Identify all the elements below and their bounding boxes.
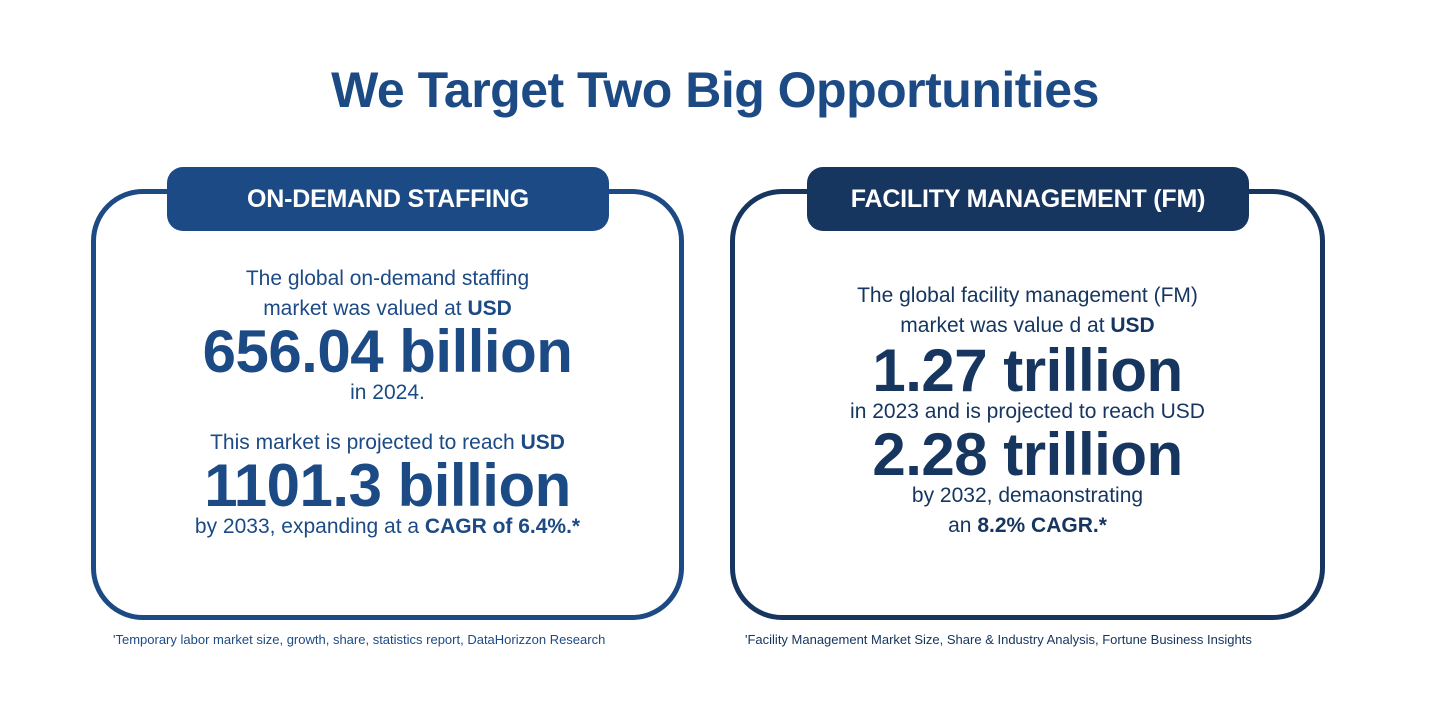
projected-market-value: 1101.3 billion bbox=[204, 452, 571, 519]
on-demand-staffing-card bbox=[91, 189, 684, 620]
projection-cagr-text: an bbox=[948, 514, 978, 537]
projected-market-value: 2.28 trillion bbox=[872, 421, 1183, 488]
projection-cagr-line: an 8.2% CAGR.* bbox=[735, 511, 1320, 541]
facility-management-card bbox=[730, 189, 1325, 620]
page-title: We Target Two Big Opportunities bbox=[331, 62, 1099, 118]
intro-line-1: The global facility management (FM) bbox=[857, 284, 1198, 307]
intro-line-2-text: market was valued at bbox=[263, 297, 468, 320]
intro-line-1: The global on-demand staffing bbox=[245, 267, 530, 290]
projection-line: This market is projected to reach USD bbox=[96, 428, 679, 458]
projection-text: This market is projected to reach bbox=[210, 431, 521, 454]
intro-line-2: market was valued at USD bbox=[96, 294, 679, 324]
on-demand-staffing-body: The global on-demand staffing market was… bbox=[96, 264, 679, 542]
intro-line-2-currency: USD bbox=[467, 297, 512, 320]
intro-line-2: market was value d at USD bbox=[735, 311, 1320, 341]
current-market-value: 656.04 billion bbox=[202, 318, 573, 385]
on-demand-staffing-footnote: 'Temporary labor market size, growth, sh… bbox=[113, 632, 606, 647]
projection-year-line: by 2032, demaonstrating bbox=[911, 484, 1144, 507]
projection-currency: USD bbox=[520, 431, 565, 454]
projection-cagr-text: by 2033, expanding at a bbox=[194, 515, 425, 538]
facility-management-body: The global facility management (FM) mark… bbox=[735, 281, 1320, 541]
intro-line-2-text: market was value d at bbox=[900, 314, 1111, 337]
current-market-value: 1.27 trillion bbox=[872, 337, 1183, 404]
projection-cagr-value: 8.2% CAGR.* bbox=[977, 514, 1107, 537]
projection-cagr-line: by 2033, expanding at a CAGR of 6.4%.* bbox=[96, 512, 679, 542]
facility-management-footnote: 'Facility Management Market Size, Share … bbox=[745, 632, 1252, 647]
facility-management-header: FACILITY MANAGEMENT (FM) bbox=[807, 167, 1249, 231]
on-demand-staffing-header: ON-DEMAND STAFFING bbox=[167, 167, 609, 231]
current-market-year-and-projection: in 2023 and is projected to reach USD bbox=[850, 400, 1205, 423]
intro-line-2-currency: USD bbox=[1110, 314, 1155, 337]
current-market-year: in 2024. bbox=[350, 381, 425, 404]
projection-cagr-value: CAGR of 6.4%.* bbox=[424, 515, 581, 538]
